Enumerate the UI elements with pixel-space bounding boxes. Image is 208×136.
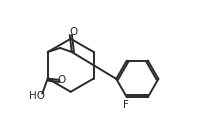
Text: HO: HO	[29, 92, 45, 101]
Text: F: F	[123, 100, 129, 110]
Text: O: O	[58, 75, 66, 85]
Text: O: O	[69, 27, 77, 37]
